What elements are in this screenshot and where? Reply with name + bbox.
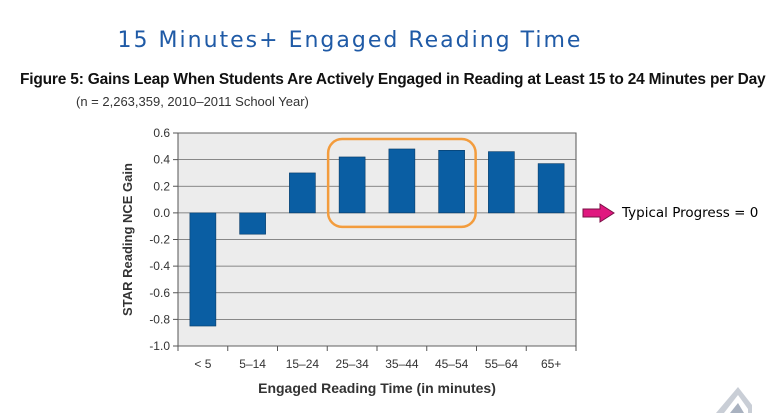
slide-title: 15 Minutes+ Engaged Reading Time — [117, 28, 583, 53]
x-tick-label: 15–24 — [286, 357, 320, 371]
y-tick-label: 0.4 — [153, 153, 170, 167]
y-tick-label: -1.0 — [149, 339, 170, 353]
figure-subcaption: (n = 2,263,359, 2010–2011 School Year) — [76, 94, 309, 109]
y-axis-ticks: 0.6 0.4 0.2 0.0 -0.2 -0.4 -0.6 -0.8 -1.0 — [149, 126, 178, 353]
y-tick-label: -0.6 — [149, 286, 170, 300]
y-tick-label: -0.4 — [149, 259, 170, 273]
x-axis-label: Engaged Reading Time (in minutes) — [258, 380, 496, 396]
bar-4 — [388, 148, 416, 214]
x-tick-label: 5–14 — [239, 357, 266, 371]
bar-5 — [438, 150, 465, 214]
bar-2 — [289, 172, 316, 214]
bar-6 — [488, 151, 515, 214]
bar-3 — [338, 156, 366, 214]
callout-label: Typical Progress = 0 — [622, 205, 759, 221]
highlight-box — [326, 137, 477, 229]
logo-icon — [716, 387, 752, 413]
typical-progress-callout: Typical Progress = 0 — [582, 203, 758, 223]
bar-7 — [537, 163, 565, 214]
x-tick-label: 45–54 — [435, 357, 469, 371]
bar-1 — [239, 212, 266, 235]
x-tick-label: < 5 — [194, 357, 211, 371]
bars — [189, 148, 565, 327]
bar-0 — [189, 212, 217, 327]
figure-caption: Figure 5: Gains Leap When Students Are A… — [20, 71, 766, 88]
y-tick-label: 0.6 — [153, 126, 170, 140]
y-tick-label: 0.0 — [153, 206, 170, 220]
x-tick-label: 65+ — [541, 357, 561, 371]
arrow-right-icon — [582, 203, 615, 223]
x-axis-ticks: < 5 5–14 15–24 25–34 35–44 45–54 55–64 65+ — [177, 346, 577, 371]
y-tick-label: -0.8 — [149, 312, 170, 326]
y-axis-label: STAR Reading NCE Gain — [120, 163, 135, 316]
x-tick-label: 25–34 — [335, 357, 369, 371]
x-tick-label: 35–44 — [385, 357, 419, 371]
y-tick-label: -0.2 — [149, 233, 170, 247]
y-tick-label: 0.2 — [153, 179, 170, 193]
x-tick-label: 55–64 — [485, 357, 519, 371]
